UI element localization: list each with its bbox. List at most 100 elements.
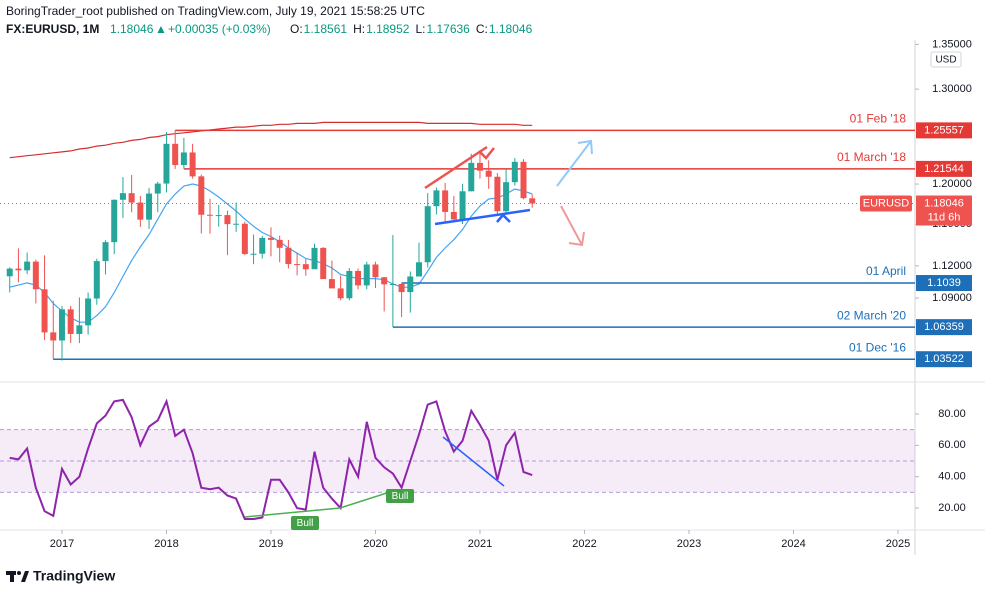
candle-body (85, 298, 92, 326)
ohlc-value: 1.17636 (426, 22, 470, 36)
arrow-head (577, 139, 593, 155)
trend-line (442, 436, 505, 487)
x-tick-label: 2025 (886, 538, 910, 550)
candle-body (128, 193, 135, 203)
ohlc-label: C: (476, 22, 488, 36)
price-tag (916, 195, 972, 226)
level-label: 01 April (866, 264, 906, 278)
y-tick-label: 80.00 (938, 408, 966, 420)
level-label: 02 March '20 (837, 308, 906, 322)
candle-body (215, 215, 222, 217)
candle-body (137, 202, 144, 220)
candle-body (163, 143, 170, 184)
candle-body (407, 276, 414, 293)
candle-body (416, 262, 423, 277)
candle-body (494, 176, 501, 212)
rsi-line (9, 398, 533, 520)
candle-body (468, 162, 475, 192)
candle-body (111, 199, 118, 243)
price-tag (916, 160, 972, 177)
candle-body (67, 309, 74, 334)
x-tick-label: 2020 (363, 538, 387, 550)
candle-body (398, 283, 405, 293)
candle-body (424, 206, 431, 263)
candle-body (76, 325, 83, 334)
bull-text: Bull (392, 491, 409, 502)
candle-body (146, 193, 153, 220)
bull-label (386, 489, 414, 503)
candle-body (41, 289, 48, 333)
ohlc-value: 1.18561 (304, 22, 348, 36)
candle-body (172, 143, 179, 166)
candle-body (15, 268, 22, 271)
price-tag-label: 1.03522 (924, 353, 964, 365)
candle-body (24, 261, 31, 271)
arrow (556, 140, 592, 187)
ohlc-label: H: (353, 22, 365, 36)
ohlc-label: L: (415, 22, 425, 36)
ohlc-value: 1.18046 (489, 22, 533, 36)
candle-body (119, 193, 126, 200)
candle-body (267, 237, 274, 240)
candle-body (311, 247, 318, 270)
candle-body (207, 214, 214, 216)
x-tick-label: 2019 (259, 538, 283, 550)
candle-body (6, 268, 13, 277)
candle-body (32, 261, 39, 290)
candle-body (337, 288, 344, 299)
candle-body (189, 152, 196, 177)
candle-body (93, 261, 100, 299)
price-tag-label: 1.06359 (924, 321, 964, 333)
countdown: 11d 6h (928, 211, 961, 223)
trend-line (434, 208, 531, 226)
candle-body (520, 161, 527, 199)
price-tag-label: 1.18046 (924, 197, 964, 209)
candle-body (476, 162, 483, 171)
candle-body (233, 223, 240, 225)
arrow (560, 205, 583, 246)
candle-body (224, 215, 231, 225)
candle-body (50, 332, 57, 341)
y-tick-label: 40.00 (938, 471, 966, 483)
drawings (244, 139, 593, 518)
candle-body (259, 237, 266, 254)
candle-body (198, 176, 205, 215)
candle-body (433, 190, 440, 207)
y-tick-label: 1.20000 (932, 178, 972, 190)
price-tag-label: 1.25557 (924, 124, 964, 136)
candle-body (442, 190, 449, 212)
trend-line (244, 490, 394, 518)
y-tick-label: 20.00 (938, 502, 966, 514)
x-tick-label: 2024 (781, 538, 805, 550)
logo: TradingView (6, 568, 115, 584)
check-mark (479, 147, 495, 160)
symbol: FX:EURUSD, 1M (6, 22, 99, 36)
arrow-head (568, 231, 585, 247)
y-tick-label: 1.35000 (932, 38, 972, 50)
ohlc: O: 1.18561 H: 1.18952 L: 1.17636 C: 1.18046 (290, 22, 533, 36)
logo-text: TradingView (33, 568, 115, 584)
price-tag (916, 351, 972, 368)
level-label: 01 Dec '16 (849, 340, 906, 354)
y-tick-label: 1.09000 (932, 292, 972, 304)
moving-average (9, 121, 533, 159)
candle-body (302, 264, 309, 270)
last-price: 1.18046 (110, 22, 154, 36)
price-tag-label: 1.1039 (927, 277, 961, 289)
rsi-pane: 20.00 40.00 60.00 80.00 (0, 398, 966, 520)
price-tag (916, 319, 972, 336)
candle-body (276, 239, 283, 248)
level-label: 01 March '18 (837, 150, 906, 164)
candle-body (294, 264, 301, 266)
price-tag (916, 122, 972, 139)
bull-label (291, 516, 319, 530)
unit-box (930, 51, 962, 68)
symbol-tag (860, 195, 912, 212)
axis-unit: USD (935, 55, 956, 66)
symbol-tag-label: EURUSD (863, 197, 910, 209)
candle-body (459, 191, 466, 220)
candle-body (355, 270, 362, 286)
